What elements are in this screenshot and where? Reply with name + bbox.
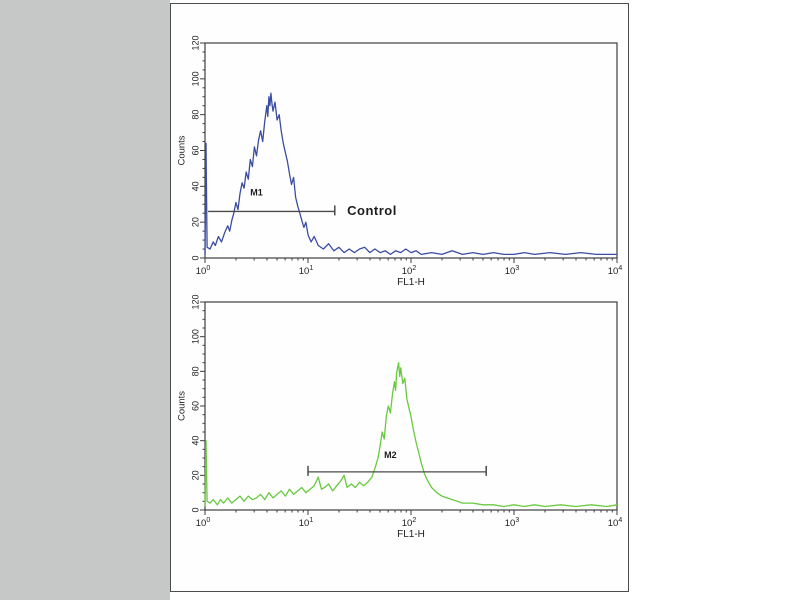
bottom-y-tick-label: 60 [190,401,200,411]
bottom-x-axis-title: FL1-H [397,529,425,540]
bottom-histogram-trace [204,362,618,508]
top-plot-frame [204,42,618,259]
top-y-tick-label: 80 [190,110,200,120]
bottom-x-tick-label: 100 [196,517,211,529]
top-y-tick-label: 60 [190,145,200,155]
top-histogram-trace [204,92,617,256]
bottom-y-tick-label: 0 [190,507,200,512]
top-gate-marker-label: M1 [250,187,263,197]
top-x-tick-label: 100 [196,265,211,277]
bottom-y-tick-label: 20 [190,470,200,480]
bottom-y-tick-label: 120 [190,294,200,309]
bottom-x-tick-label: 102 [402,517,417,529]
top-y-tick-label: 40 [190,181,200,191]
top-y-tick-label: 0 [190,255,200,260]
top-x-tick-label: 103 [505,265,520,277]
bottom-y-tick-label: 40 [190,436,200,446]
top-y-tick-label: 20 [190,217,200,227]
top-y-tick-label: 120 [190,35,200,50]
flow-cytometry-charts: 0 20 40 60 80 100 120 100 101 102 103 104 FL1-H Count… [177,35,623,540]
top-x-tick-label: 104 [608,265,623,277]
bottom-x-tick-label: 101 [299,517,314,529]
top-x-axis-title: FL1-H [397,277,425,288]
bottom-y-tick-label: 80 [190,366,200,376]
bottom-x-tick-label: 103 [505,517,520,529]
bottom-gate-marker-label: M2 [384,450,397,460]
bottom-y-axis-title: Counts [177,391,188,421]
top-y-axis-title: Counts [177,135,188,165]
top-x-tick-label: 102 [402,265,417,277]
figure-panel: 0 20 40 60 80 100 120 100 101 102 103 104 FL1-H Count… [170,3,629,592]
top-annotation-label: Control [347,203,397,218]
bottom-plot-frame [204,301,618,511]
bottom-y-tick-label: 100 [190,329,200,344]
top-y-tick-label: 100 [190,71,200,86]
bottom-x-tick-label: 104 [608,517,623,529]
background-left-band [0,0,170,600]
top-x-tick-label: 101 [299,265,314,277]
